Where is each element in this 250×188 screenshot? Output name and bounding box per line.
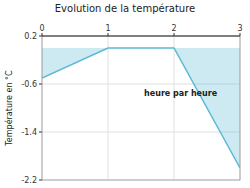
grid-line-y (42, 36, 240, 37)
x-tick (108, 33, 109, 36)
title: Evolution de la température (55, 3, 195, 14)
y-axis-label: Température en °C (4, 70, 14, 147)
x-tick (174, 33, 175, 36)
y-tick (39, 36, 42, 37)
grid (42, 36, 240, 180)
plot-area (42, 48, 240, 168)
y-tick (39, 84, 42, 85)
x-tick-label: 2 (171, 24, 176, 33)
background (0, 0, 250, 188)
y-tick-label: 0.2 (24, 32, 37, 41)
y-axis: 0.2 -0.6 -1.4 -2.2 (21, 32, 42, 185)
y-tick (39, 180, 42, 181)
x-axis: 0 1 2 3 (39, 24, 242, 36)
chart-svg: 0 1 2 3 0.2 -0.6 -1.4 -2.2 Température en °C Evol… (0, 0, 250, 188)
grid-line-x (108, 36, 109, 180)
annotation: heure par heure (144, 89, 218, 98)
y-tick-label: -0.6 (21, 80, 37, 89)
grid-line-y (42, 132, 240, 133)
y-tick (39, 132, 42, 133)
x-tick-label: 0 (39, 24, 44, 33)
y-tick-label: -2.2 (21, 176, 37, 185)
x-tick-label: 3 (237, 24, 242, 33)
y-tick-label: -1.4 (21, 128, 37, 137)
x-tick (240, 33, 241, 36)
line (42, 48, 240, 168)
x-axis-line (42, 36, 240, 37)
grid-line-x (174, 36, 175, 180)
x-tick-label: 1 (105, 24, 110, 33)
area-below-zero (42, 48, 240, 168)
plot-frame (42, 36, 240, 180)
chart-container: 0 1 2 3 0.2 -0.6 -1.4 -2.2 Température en °C Evol… (0, 0, 250, 188)
